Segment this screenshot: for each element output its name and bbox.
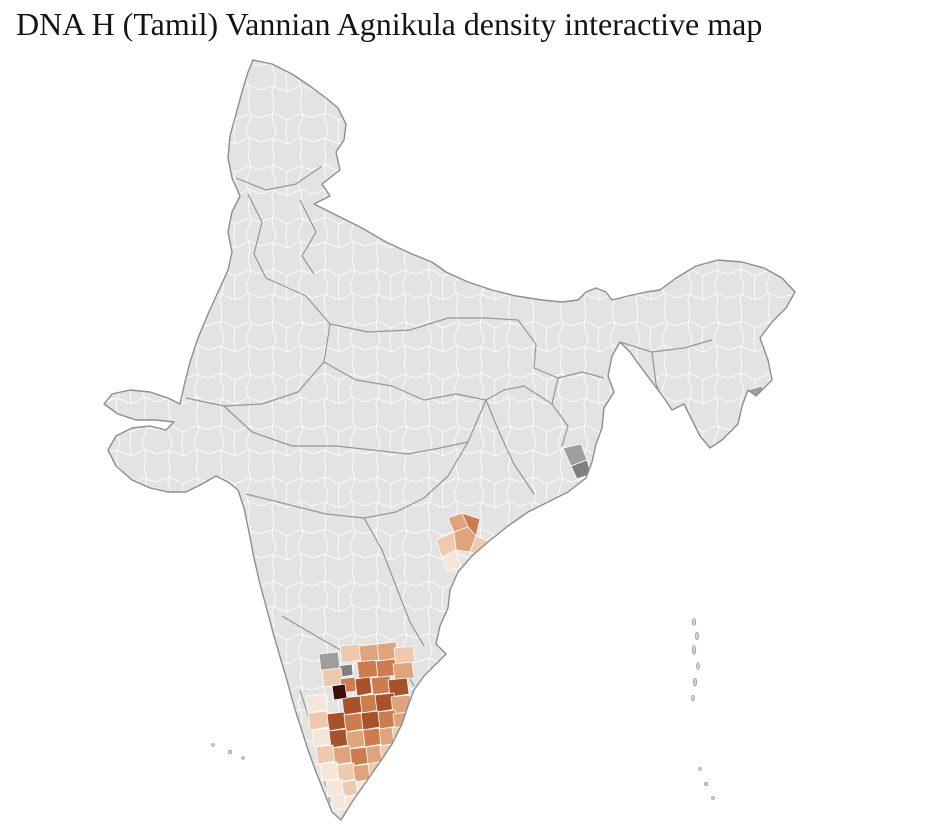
island-dot[interactable] xyxy=(696,662,700,670)
state-border-line xyxy=(247,193,267,279)
state-border-line xyxy=(619,339,713,353)
state-border-line xyxy=(281,615,345,653)
district-shape[interactable] xyxy=(356,659,379,680)
district-shape[interactable] xyxy=(311,727,332,748)
district-shape[interactable] xyxy=(358,643,381,664)
state-border-line xyxy=(323,361,487,401)
district-shape[interactable] xyxy=(387,677,410,698)
state-border-line xyxy=(517,319,605,379)
district-shape[interactable] xyxy=(360,710,381,731)
island-dot[interactable] xyxy=(692,677,697,687)
page-title: DNA H (Tamil) Vannian Agnikula density i… xyxy=(16,6,763,42)
island-dot[interactable] xyxy=(691,645,697,655)
state-border-line xyxy=(223,399,487,455)
state-border-line xyxy=(551,377,569,447)
state-border-line xyxy=(485,385,553,405)
district-shape[interactable] xyxy=(305,693,328,714)
district-shape[interactable] xyxy=(392,661,415,682)
district-shape[interactable] xyxy=(315,744,336,765)
district-shape[interactable] xyxy=(321,667,344,688)
district-shape[interactable] xyxy=(326,711,347,732)
island-dot[interactable] xyxy=(698,767,702,771)
district-shape[interactable] xyxy=(339,643,362,664)
state-border-line xyxy=(485,399,535,495)
district-shape[interactable] xyxy=(307,710,330,731)
district-shape[interactable] xyxy=(354,676,373,697)
district-shape[interactable] xyxy=(441,549,462,573)
state-border-line xyxy=(299,199,317,275)
state-borders xyxy=(185,165,713,803)
state-border-line xyxy=(235,165,323,191)
island-dot[interactable] xyxy=(691,694,695,702)
island-dot[interactable] xyxy=(695,631,699,641)
district-mesh-overlay xyxy=(104,60,795,820)
state-border-line xyxy=(363,517,425,647)
state-border-line xyxy=(245,441,469,519)
island-dot[interactable] xyxy=(211,743,215,747)
island-dot[interactable] xyxy=(691,618,697,626)
state-border-line xyxy=(185,277,331,407)
district-shape[interactable] xyxy=(343,712,364,733)
state-border-line xyxy=(329,317,519,333)
island-dot[interactable] xyxy=(228,749,233,754)
island-chains xyxy=(211,618,715,800)
island-dot[interactable] xyxy=(711,796,715,800)
district-shape[interactable] xyxy=(341,695,364,716)
island-dot[interactable] xyxy=(241,756,245,760)
island-dot[interactable] xyxy=(704,782,708,786)
district-shape-max-density[interactable] xyxy=(331,683,348,701)
district-shape[interactable] xyxy=(319,761,340,782)
